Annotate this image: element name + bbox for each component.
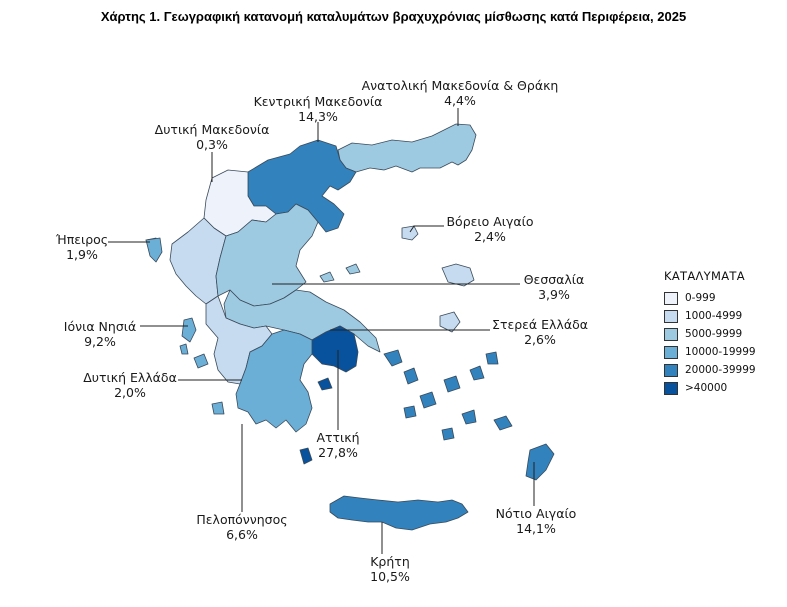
label-voreio-aigaio-name: Βόρειο Αιγαίο xyxy=(446,214,533,229)
map-legend: ΚΑΤΑΛΥΜΑΤΑ 0-999 1000-4999 5000-9999 100… xyxy=(664,269,756,397)
legend-item: 20000-39999 xyxy=(664,361,756,379)
legend-swatch xyxy=(664,345,678,359)
label-dytiki-ellada-share: 2,0% xyxy=(114,385,146,400)
label-notio-aigaio-share: 14,1% xyxy=(516,521,556,536)
legend-swatch xyxy=(664,381,678,395)
legend-label: >40000 xyxy=(685,382,728,394)
legend-swatch xyxy=(664,327,678,341)
legend-label: 0-999 xyxy=(685,292,716,304)
label-ionia-nisia-name: Ιόνια Νησιά xyxy=(64,319,136,334)
label-peloponnisos-share: 6,6% xyxy=(226,527,258,542)
legend-swatch xyxy=(664,291,678,305)
label-kentriki-makedonia-name: Κεντρική Μακεδονία xyxy=(254,94,383,109)
legend-item: >40000 xyxy=(664,379,756,397)
label-attiki-share: 27,8% xyxy=(318,445,358,460)
legend-title: ΚΑΤΑΛΥΜΑΤΑ xyxy=(664,269,745,283)
legend-label: 10000-19999 xyxy=(685,346,756,358)
label-attiki-name: Αττική xyxy=(316,430,359,445)
legend-item: 5000-9999 xyxy=(664,325,756,343)
label-kriti-share: 10,5% xyxy=(370,569,410,584)
map-title: Χάρτης 1. Γεωγραφική κατανομή καταλυμάτω… xyxy=(100,9,687,24)
label-ipeiros-share: 1,9% xyxy=(66,247,98,262)
legend-label: 20000-39999 xyxy=(685,364,756,376)
region-voreio-aigaio xyxy=(401,225,475,333)
label-thessalia-share: 3,9% xyxy=(538,287,570,302)
legend-item: 1000-4999 xyxy=(664,307,756,325)
region-kriti xyxy=(329,495,469,531)
label-notio-aigaio-name: Νότιο Αιγαίο xyxy=(496,506,577,521)
region-anatoliki-makedonia-thraki xyxy=(337,123,477,173)
region-thessalia xyxy=(215,203,361,307)
region-attiki xyxy=(299,325,359,465)
label-dytiki-ellada-name: Δυτική Ελλάδα xyxy=(83,370,177,385)
label-anatoliki-makedonia-thraki-share: 4,4% xyxy=(444,93,476,108)
region-notio-aigaio xyxy=(383,349,555,481)
label-sterea-ellada-name: Στερεά Ελλάδα xyxy=(492,317,588,332)
label-ipeiros-name: Ήπειρος xyxy=(55,232,108,247)
legend-label: 5000-9999 xyxy=(685,328,743,340)
label-anatoliki-makedonia-thraki-name: Ανατολική Μακεδονία & Θράκη xyxy=(362,78,559,93)
legend-item: 10000-19999 xyxy=(664,343,756,361)
label-thessalia-name: Θεσσαλία xyxy=(524,272,585,287)
legend-label: 1000-4999 xyxy=(685,310,743,322)
legend-item: 0-999 xyxy=(664,289,756,307)
label-dytiki-makedonia-share: 0,3% xyxy=(196,137,228,152)
label-kentriki-makedonia-share: 14,3% xyxy=(298,109,338,124)
label-voreio-aigaio-share: 2,4% xyxy=(474,229,506,244)
label-kriti-name: Κρήτη xyxy=(370,554,410,569)
region-ipeiros xyxy=(145,217,227,305)
label-dytiki-makedonia-name: Δυτική Μακεδονία xyxy=(155,122,270,137)
legend-swatch xyxy=(664,363,678,377)
label-peloponnisos-name: Πελοπόννησος xyxy=(196,512,287,527)
label-sterea-ellada-share: 2,6% xyxy=(524,332,556,347)
region-peloponnisos xyxy=(235,329,313,433)
label-ionia-nisia-share: 9,2% xyxy=(84,334,116,349)
legend-swatch xyxy=(664,309,678,323)
